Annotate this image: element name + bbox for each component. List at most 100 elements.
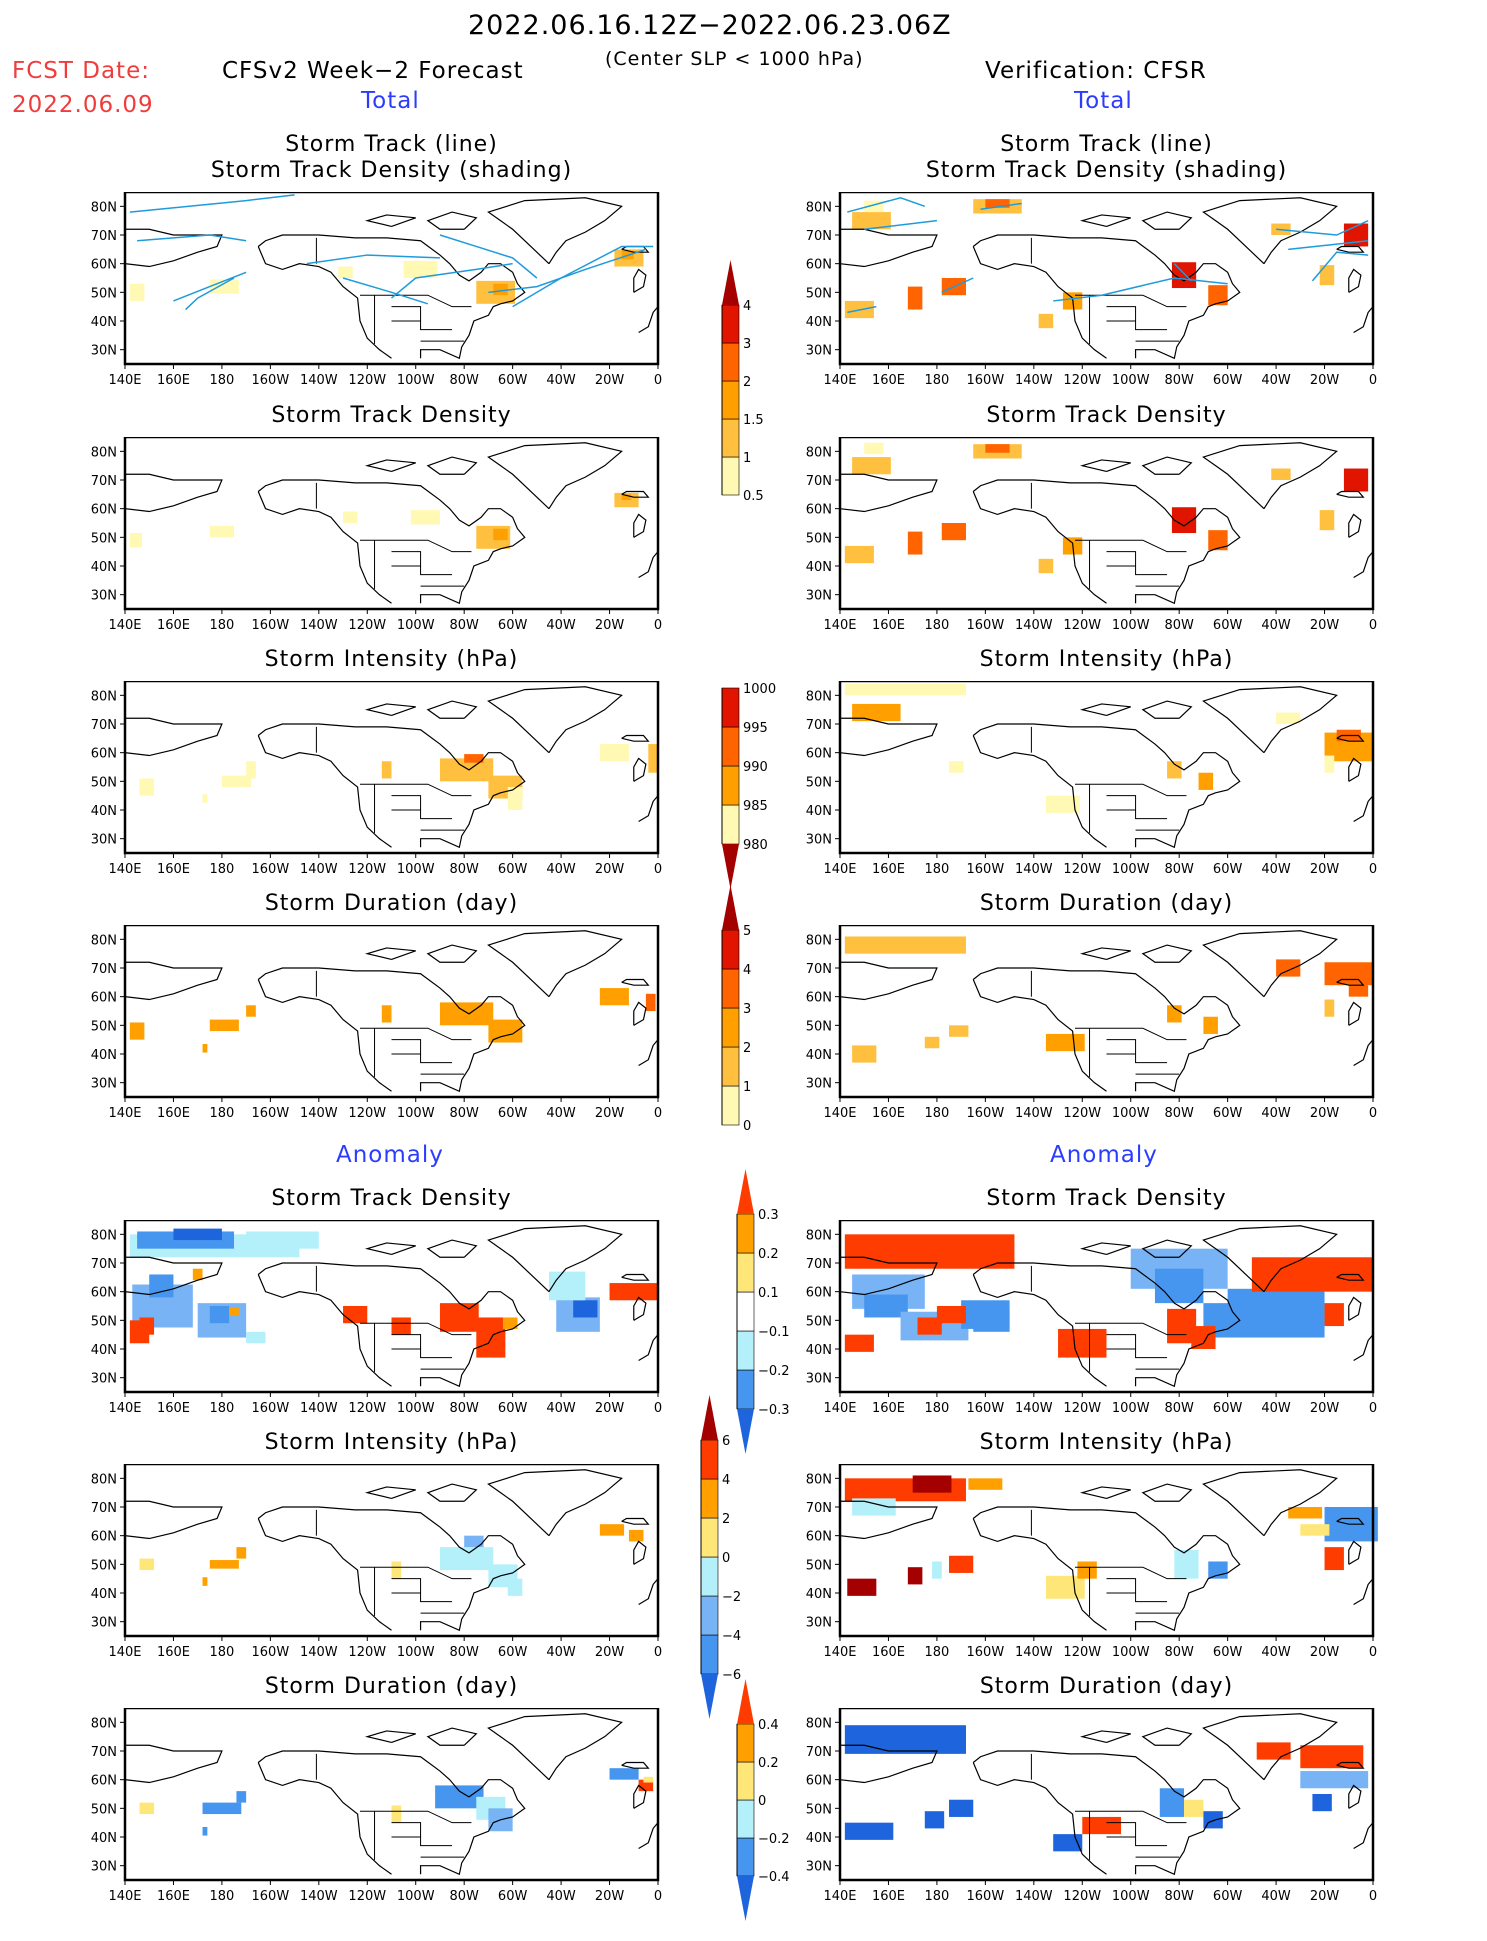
lon-tick-label: 160W bbox=[967, 618, 1005, 633]
storm-track-line bbox=[1173, 263, 1192, 282]
lat-tick-label: 50N bbox=[91, 1019, 117, 1034]
lat-tick-label: 80N bbox=[91, 445, 117, 460]
coastline bbox=[1336, 978, 1365, 986]
map-frame bbox=[123, 1464, 660, 1638]
storm-track-line bbox=[185, 277, 235, 311]
storm-track-line bbox=[342, 277, 429, 305]
colorbar-top-arrow bbox=[701, 1395, 718, 1440]
shaded-cell bbox=[643, 1776, 654, 1783]
coastline bbox=[487, 197, 623, 265]
shaded-cell bbox=[246, 761, 256, 779]
coastline bbox=[1353, 306, 1374, 333]
shaded-cell bbox=[343, 1306, 368, 1324]
lon-tick-label: 20W bbox=[595, 1645, 625, 1660]
colorbar-label: 0.5 bbox=[743, 489, 764, 504]
coastline bbox=[972, 723, 1241, 849]
shaded-cell bbox=[932, 1561, 942, 1579]
lon-tick-label: 120W bbox=[348, 373, 386, 388]
lon-tick-label: 60W bbox=[498, 618, 528, 633]
colorbar-label: −0.2 bbox=[758, 1832, 790, 1847]
coastline bbox=[638, 306, 659, 333]
shaded-cell bbox=[1191, 1326, 1216, 1349]
lon-tick-label: 120W bbox=[1063, 618, 1101, 633]
coastline bbox=[364, 703, 416, 716]
map-frame bbox=[123, 1220, 660, 1394]
map-panel-cfsr-density-anom: 80N 70N 60N 50N 40N 30N 140E 160E 180 160W 140W 120… bbox=[806, 1220, 1377, 1416]
lat-tick-label: 80N bbox=[91, 200, 117, 215]
coastline bbox=[633, 1296, 647, 1321]
lon-tick-label: 140E bbox=[823, 862, 856, 877]
lon-tick-label: 160E bbox=[157, 1645, 190, 1660]
shaded-cell bbox=[507, 1578, 523, 1596]
lon-tick-label: 40W bbox=[546, 862, 576, 877]
lat-tick-label: 40N bbox=[91, 315, 117, 330]
lat-tick-label: 50N bbox=[806, 1558, 832, 1573]
lon-tick-label: 0 bbox=[654, 1645, 662, 1660]
colorbar-label: 1000 bbox=[743, 682, 776, 697]
lat-tick-label: 50N bbox=[91, 1802, 117, 1817]
lon-tick-label: 100W bbox=[1112, 862, 1150, 877]
lon-tick-label: 100W bbox=[397, 1106, 435, 1121]
colorbar-label: 4 bbox=[743, 299, 751, 314]
shaded-cell bbox=[209, 1560, 239, 1569]
lat-tick-label: 40N bbox=[806, 560, 832, 575]
shaded-cell bbox=[439, 1303, 479, 1332]
shaded-cell bbox=[1319, 265, 1335, 286]
colorbar-label: 0.1 bbox=[758, 1286, 779, 1301]
shaded-cell bbox=[246, 1331, 266, 1344]
lon-tick-label: 160E bbox=[872, 1106, 905, 1121]
shaded-cell bbox=[1343, 468, 1369, 492]
storm-track-line bbox=[439, 234, 538, 279]
political-border bbox=[391, 1578, 453, 1603]
lon-tick-label: 80W bbox=[449, 618, 479, 633]
storm-track-line bbox=[391, 262, 513, 299]
coastline bbox=[1353, 551, 1374, 578]
coastline bbox=[972, 1762, 1107, 1875]
shaded-cell bbox=[548, 1271, 586, 1301]
lon-tick-label: 0 bbox=[654, 618, 662, 633]
lon-tick-label: 60W bbox=[498, 1889, 528, 1904]
political-border bbox=[360, 1322, 472, 1336]
shaded-cell bbox=[907, 531, 923, 555]
shaded-cell bbox=[1300, 1745, 1364, 1769]
lon-tick-label: 40W bbox=[546, 1889, 576, 1904]
verification-anomaly-label: Anomaly bbox=[1050, 1142, 1158, 1168]
shaded-cell bbox=[907, 1567, 923, 1585]
map-panel-cfsr-density: 80N 70N 60N 50N 40N 30N 140E 160E 180 160W 140W 120… bbox=[806, 437, 1377, 633]
shaded-cell bbox=[192, 1268, 203, 1281]
coastline bbox=[426, 700, 478, 719]
colorbar-label: 2 bbox=[743, 1041, 751, 1056]
lon-tick-label: 160W bbox=[252, 618, 290, 633]
map-background bbox=[125, 192, 658, 364]
colorbar-segment bbox=[700, 1556, 719, 1597]
coastline bbox=[487, 442, 623, 510]
map-background bbox=[125, 1464, 658, 1636]
coastline bbox=[1141, 456, 1193, 475]
coastline bbox=[257, 1518, 392, 1631]
lon-tick-label: 0 bbox=[1369, 1401, 1377, 1416]
panel-title: Storm Intensity (hPa) bbox=[264, 1430, 519, 1455]
colorbar-density-anom: −0.3 −0.2 −0.1 0.1 0.2 0.3 bbox=[736, 1169, 790, 1454]
coastline bbox=[621, 1761, 650, 1769]
coastline bbox=[257, 234, 526, 360]
lat-tick-label: 40N bbox=[806, 1587, 832, 1602]
storm-track-line bbox=[1288, 239, 1369, 251]
colorbar-segment bbox=[700, 1478, 719, 1519]
colorbar-segment bbox=[721, 1046, 740, 1087]
shaded-cell bbox=[1276, 712, 1301, 724]
lon-tick-label: 60W bbox=[1213, 618, 1243, 633]
lat-tick-label: 30N bbox=[91, 1860, 117, 1875]
shaded-cell bbox=[139, 1558, 155, 1571]
coastline bbox=[487, 686, 623, 754]
lon-tick-label: 120W bbox=[1063, 1645, 1101, 1660]
lat-tick-label: 40N bbox=[91, 560, 117, 575]
shaded-cell bbox=[968, 1478, 1003, 1490]
coastline bbox=[1336, 1273, 1365, 1281]
shaded-cell bbox=[1174, 1550, 1199, 1579]
lat-tick-label: 40N bbox=[91, 1048, 117, 1063]
political-border bbox=[360, 783, 472, 797]
coastline bbox=[1079, 214, 1131, 227]
lon-tick-label: 80W bbox=[1164, 862, 1194, 877]
lon-tick-label: 40W bbox=[546, 373, 576, 388]
coastline bbox=[621, 1517, 650, 1525]
